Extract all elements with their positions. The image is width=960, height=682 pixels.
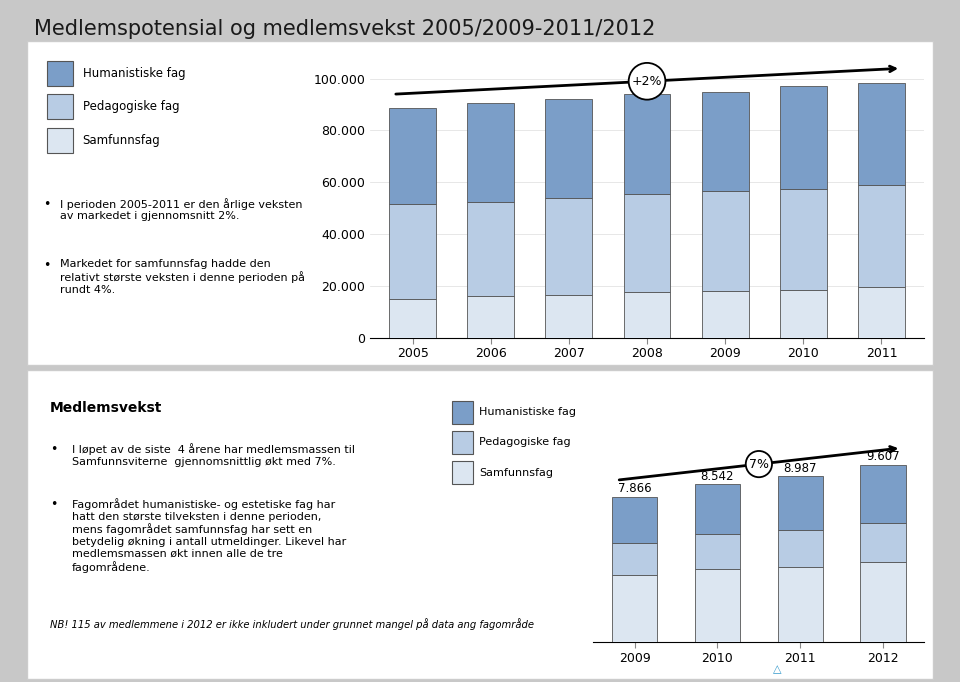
Bar: [389, 299, 436, 338]
Bar: [468, 296, 515, 338]
Text: I perioden 2005-2011 er den årlige veksten
av markedet i gjennomsnitt 2%.: I perioden 2005-2011 er den årlige vekst…: [60, 198, 302, 221]
Bar: [389, 108, 436, 204]
Bar: [778, 567, 823, 642]
Text: Medlemsvekst: Medlemsvekst: [50, 401, 162, 415]
Text: 8.542: 8.542: [701, 470, 734, 483]
Bar: [545, 100, 592, 198]
Bar: [702, 192, 749, 291]
Bar: [860, 562, 906, 642]
Bar: [778, 530, 823, 567]
Text: Samfunnsfag: Samfunnsfag: [83, 134, 160, 147]
Bar: [780, 87, 827, 189]
Text: Pedagogiske fag: Pedagogiske fag: [83, 100, 180, 113]
Text: Humanistiske fag: Humanistiske fag: [479, 407, 576, 417]
Bar: [612, 575, 658, 642]
Bar: [545, 295, 592, 338]
Bar: [545, 198, 592, 295]
Bar: [468, 103, 515, 202]
Bar: [452, 461, 473, 484]
Text: 9.607: 9.607: [866, 450, 900, 463]
Text: VARDE: VARDE: [787, 662, 834, 676]
Text: 7%: 7%: [749, 458, 769, 471]
Bar: [695, 534, 740, 569]
Text: •: •: [43, 259, 51, 272]
Bar: [452, 431, 473, 454]
Text: I løpet av de siste  4 årene har medlemsmassen til
Samfunnsviterne  gjennomsnitt: I løpet av de siste 4 årene har medlemsm…: [72, 443, 355, 466]
Text: NB! 115 av medlemmene i 2012 er ikke inkludert under grunnet mangel på data ang : NB! 115 av medlemmene i 2012 er ikke ink…: [50, 618, 534, 630]
Bar: [468, 202, 515, 296]
Bar: [780, 189, 827, 290]
Bar: [702, 91, 749, 192]
Bar: [389, 204, 436, 299]
Bar: [695, 569, 740, 642]
Bar: [612, 543, 658, 575]
Bar: [860, 464, 906, 523]
Text: •: •: [50, 498, 58, 511]
Text: Markedet for samfunnsfag hadde den
relativt største veksten i denne perioden på
: Markedet for samfunnsfag hadde den relat…: [60, 259, 304, 295]
Bar: [624, 194, 670, 293]
Text: +2%: +2%: [632, 75, 662, 88]
Bar: [695, 484, 740, 534]
Bar: [860, 523, 906, 562]
Text: •: •: [50, 443, 58, 456]
Text: Samfunnsfag: Samfunnsfag: [479, 468, 553, 477]
Text: Humanistiske fag: Humanistiske fag: [83, 67, 185, 80]
Bar: [702, 291, 749, 338]
Bar: [780, 290, 827, 338]
Text: △: △: [773, 664, 781, 674]
Text: 8.987: 8.987: [783, 462, 817, 475]
Bar: [612, 497, 658, 543]
Text: Pedagogiske fag: Pedagogiske fag: [479, 437, 571, 447]
Text: Fagområdet humanistiske- og estetiske fag har
hatt den største tilveksten i denn: Fagområdet humanistiske- og estetiske fa…: [72, 498, 347, 573]
Bar: [47, 94, 73, 119]
Text: 7.866: 7.866: [618, 482, 652, 495]
Bar: [858, 287, 905, 338]
Bar: [624, 293, 670, 338]
Text: •: •: [43, 198, 51, 211]
Bar: [47, 61, 73, 86]
Bar: [624, 94, 670, 194]
Text: Consulting: Consulting: [833, 662, 903, 676]
Bar: [47, 128, 73, 153]
Bar: [858, 185, 905, 287]
Text: Medlemspotensial og medlemsvekst 2005/2009-2011/2012: Medlemspotensial og medlemsvekst 2005/20…: [34, 19, 655, 39]
Bar: [858, 83, 905, 185]
Bar: [452, 401, 473, 424]
Bar: [778, 476, 823, 530]
